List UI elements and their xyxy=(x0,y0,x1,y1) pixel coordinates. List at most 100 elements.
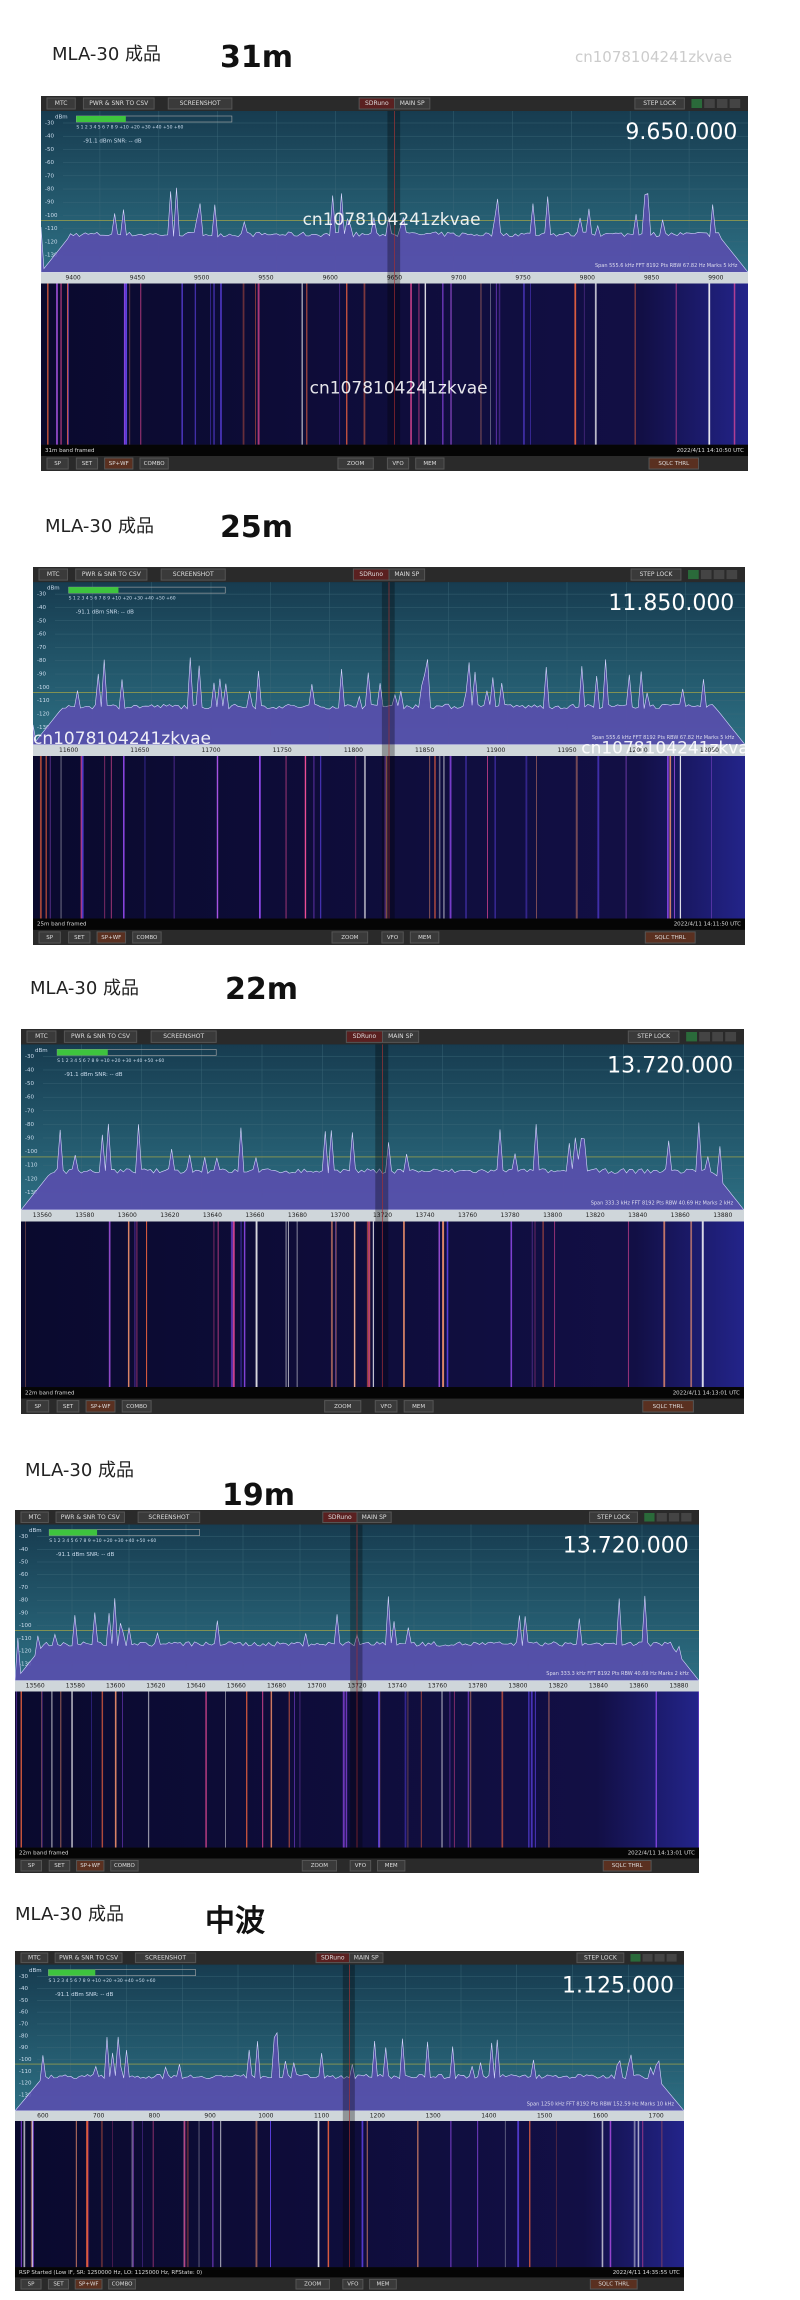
level-label: -70 xyxy=(19,2021,28,2027)
level-label: -70 xyxy=(19,1585,28,1591)
button-label: SCREENSHOT xyxy=(145,1954,186,1961)
freq-label: 13660 xyxy=(227,1683,246,1690)
button xyxy=(377,1859,406,1872)
level-label: -100 xyxy=(19,2057,32,2063)
smeter-scale: S 1 2 3 4 5 6 7 8 9 +10 +20 +30 +40 +50 … xyxy=(76,125,183,131)
button xyxy=(301,1859,337,1872)
freq-label: 13680 xyxy=(267,1683,286,1690)
button xyxy=(46,457,69,470)
button-label: STEP LOCK xyxy=(637,1033,671,1040)
window-button xyxy=(681,1513,692,1522)
level-label: -80 xyxy=(37,658,46,664)
level-label: -60 xyxy=(19,2010,28,2016)
smeter-fill xyxy=(76,116,126,122)
button-label: COMBO xyxy=(136,935,158,941)
button xyxy=(104,457,134,470)
watermark: cn1078104241zkvae xyxy=(310,379,488,399)
smeter-fill xyxy=(49,1529,98,1536)
button xyxy=(409,931,440,944)
freq-label: 800 xyxy=(149,2112,161,2119)
timestamp: 2022/4/11 14:11:50 UTC xyxy=(674,922,741,928)
watermark: cn1078104241zkvae xyxy=(303,210,481,230)
button-label: SCREENSHOT xyxy=(173,571,214,578)
freq-label: 1700 xyxy=(648,2112,663,2119)
center-marker xyxy=(342,1964,355,2268)
button xyxy=(26,1030,57,1043)
freq-label: 11650 xyxy=(130,747,149,754)
button-label: MTC xyxy=(28,1514,41,1521)
freq-label: 700 xyxy=(93,2112,105,2119)
level-label: -60 xyxy=(25,1095,34,1101)
button xyxy=(634,97,685,110)
button xyxy=(589,2278,638,2290)
button xyxy=(139,457,169,470)
panel-label: MLA-30 成品 xyxy=(45,516,155,537)
freq-label: 13820 xyxy=(586,1212,605,1219)
status-bar xyxy=(15,1847,699,1859)
level-label: -40 xyxy=(37,605,46,611)
frequency: 13.720.000 xyxy=(563,1534,689,1559)
button xyxy=(150,1030,217,1043)
reading: -91.1 dBm SNR: -- dB xyxy=(55,1992,113,1998)
smeter-scale: S 1 2 3 4 5 6 7 8 9 +10 +20 +30 +40 +50 … xyxy=(57,1058,164,1064)
window-button xyxy=(691,99,703,108)
level-label: -130 xyxy=(45,253,58,259)
level-label: -30 xyxy=(25,1054,34,1060)
panel-label: MLA-30 成品 xyxy=(30,978,140,999)
button xyxy=(134,1952,197,1964)
band-title: 22m xyxy=(225,972,299,1007)
window-button xyxy=(704,99,715,108)
level-label: -90 xyxy=(37,672,46,678)
button-label: COMBO xyxy=(126,1404,148,1410)
window-button xyxy=(668,1513,680,1522)
button-label: SP xyxy=(28,2282,35,2288)
freq-label: 9500 xyxy=(194,274,209,281)
button-label: PWR & SNR TO CSV xyxy=(71,1033,131,1040)
button-label: SCREENSHOT xyxy=(148,1514,189,1521)
frequency: 9.650.000 xyxy=(625,120,737,145)
status: 25m band framed xyxy=(37,922,87,928)
sdr-screenshot: MTC PWR & SNR TO CSV SCREENSHOT SDRuno MAIN … xyxy=(21,1029,744,1414)
freq-label: 1200 xyxy=(370,2112,385,2119)
dbm-label: dBm xyxy=(55,115,68,121)
level-label: -60 xyxy=(19,1572,28,1578)
freq-label: 600 xyxy=(37,2112,49,2119)
button xyxy=(382,1030,420,1043)
level-label: -30 xyxy=(45,121,54,127)
button xyxy=(48,1859,71,1872)
button-label: SP+WF xyxy=(79,2282,99,2288)
button xyxy=(63,1030,138,1043)
button-label: VFO xyxy=(355,1863,367,1869)
level-label: -40 xyxy=(19,1547,28,1553)
freq-label: 13760 xyxy=(458,1212,477,1219)
level-label: -40 xyxy=(19,1986,28,1992)
freq-label: 13800 xyxy=(543,1212,562,1219)
dbm-label: dBm xyxy=(29,1968,42,1974)
smeter-fill xyxy=(57,1049,108,1056)
span-info: Span 333.3 kHz FFT 8192 Pts RBW 40.69 Hz… xyxy=(591,1200,734,1206)
freq-label: 11800 xyxy=(344,747,363,754)
window-button xyxy=(725,1032,737,1042)
button xyxy=(46,97,76,110)
freq-label: 9400 xyxy=(65,274,80,281)
button-label: SET xyxy=(74,935,85,941)
freq-label: 9450 xyxy=(130,274,145,281)
button xyxy=(55,1511,125,1524)
dbm-label: dBm xyxy=(35,1048,48,1054)
button-label: SET xyxy=(82,461,93,467)
button xyxy=(160,568,226,581)
button-label: ZOOM xyxy=(304,2282,321,2288)
status-bar xyxy=(41,444,748,456)
button-label: MTC xyxy=(47,571,60,578)
span-info: Span 555.6 kHz FFT 8192 Pts RBW 67.82 Hz… xyxy=(592,735,735,741)
level-label: -90 xyxy=(19,2045,28,2051)
button xyxy=(576,1952,625,1964)
smeter-fill xyxy=(48,1969,96,1976)
button xyxy=(56,1400,80,1413)
freq-label: 13660 xyxy=(245,1212,264,1219)
panel-label: MLA-30 成品 xyxy=(52,44,162,65)
button xyxy=(20,2278,42,2290)
freq-label: 13740 xyxy=(388,1683,407,1690)
band-title: 19m xyxy=(222,1478,296,1513)
level-label: -60 xyxy=(37,632,46,638)
